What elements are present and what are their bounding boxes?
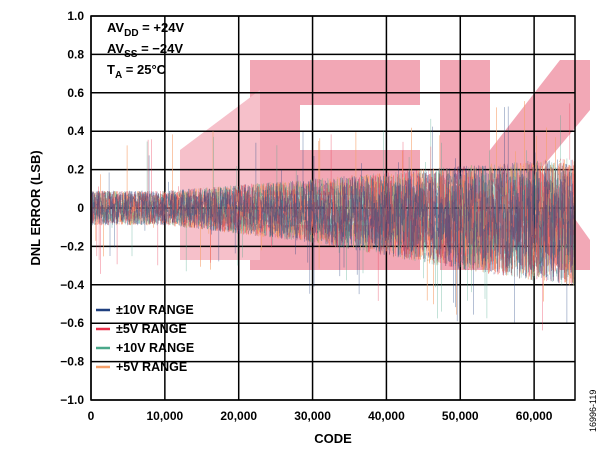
y-tick-label: −0.2: [60, 239, 84, 253]
y-tick-label: 0: [77, 201, 84, 215]
figure-id: 16996-119: [588, 390, 598, 432]
y-tick-label: −0.6: [60, 316, 84, 330]
x-tick-label: 60,000: [516, 409, 553, 423]
tick-labels: 0 10,000 20,000 30,000 40,000 50,000 60,000 1.0…: [60, 9, 553, 423]
y-tick-label: 0.6: [67, 86, 84, 100]
legend-label: ±10V RANGE: [116, 303, 194, 317]
y-tick-label: 0.4: [67, 124, 84, 138]
ta-annotation: TA = 25°C: [107, 62, 167, 81]
x-tick-label: 40,000: [368, 409, 405, 423]
y-tick-label: −1.0: [60, 393, 84, 407]
data-layer: [91, 101, 575, 331]
y-tick-label: 1.0: [67, 9, 84, 23]
y-tick-label: −0.8: [60, 355, 84, 369]
legend: ±10V RANGE ±5V RANGE +10V RANGE +5V RANGE: [96, 303, 194, 374]
x-tick-label: 10,000: [147, 409, 184, 423]
legend-label: +5V RANGE: [116, 360, 187, 374]
series-0-trace: [91, 106, 575, 323]
legend-label: +10V RANGE: [116, 341, 194, 355]
x-tick-label: 30,000: [294, 409, 331, 423]
avss-annotation: AVSS = −24V: [107, 41, 183, 60]
avdd-annotation: AVDD = +24V: [107, 20, 184, 39]
y-tick-label: 0.2: [67, 163, 84, 177]
x-tick-label: 20,000: [220, 409, 257, 423]
conditions-annotation: AVDD = +24V AVSS = −24V TA = 25°C: [107, 20, 184, 81]
y-tick-label: 0.8: [67, 47, 84, 61]
legend-label: ±5V RANGE: [116, 322, 187, 336]
x-tick-label: 50,000: [442, 409, 479, 423]
y-tick-label: −0.4: [60, 278, 84, 292]
x-axis-label: CODE: [314, 431, 352, 446]
plot-frame: [90, 15, 576, 401]
x-tick-label: 0: [88, 409, 95, 423]
y-axis-label: DNL ERROR (LSB): [28, 150, 43, 265]
